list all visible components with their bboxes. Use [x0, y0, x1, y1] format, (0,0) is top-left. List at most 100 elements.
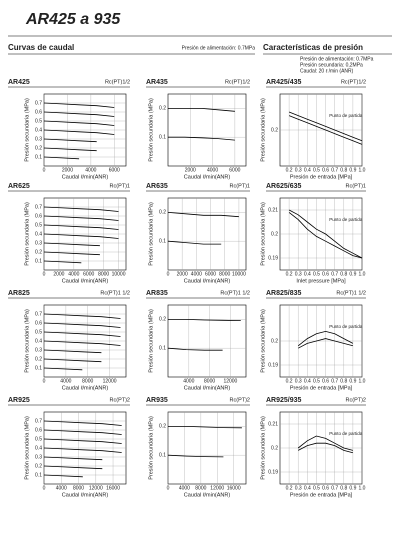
- x-tick-label: 8000: [204, 378, 215, 384]
- x-tick-label: 4000: [60, 378, 71, 384]
- curve: [43, 358, 102, 363]
- x-tick-label: 8000: [73, 485, 84, 491]
- y-tick-label: 0.21: [268, 207, 278, 213]
- x-tick-label: 2000: [53, 271, 64, 277]
- curve: [43, 206, 119, 212]
- curve: [43, 465, 103, 470]
- curve: [43, 224, 119, 230]
- y-axis-label: Presión secundaria (MPa): [148, 202, 154, 266]
- y-tick-label: 0.3: [35, 136, 42, 142]
- curve: [43, 129, 115, 135]
- curve: [43, 138, 97, 143]
- curve: [43, 251, 100, 256]
- x-tick-label: 0.2: [286, 167, 293, 173]
- x-tick-label: 6000: [83, 271, 94, 277]
- curve: [168, 136, 235, 141]
- x-tick-label: 0.9: [349, 167, 356, 173]
- y-tick-label: 0.4: [35, 127, 42, 133]
- y-tick-label: 0.1: [35, 365, 42, 371]
- port-label: Rc(PT)1 1/2: [220, 290, 250, 296]
- curve: [43, 429, 122, 435]
- pressure-note: Presión de alimentación: 0.7MPa: [300, 56, 374, 62]
- curve: [43, 367, 83, 371]
- y-tick-label: 0.3: [35, 454, 42, 460]
- x-tick-label: 16000: [106, 485, 120, 491]
- y-tick-label: 0.2: [35, 145, 42, 151]
- curve: [167, 212, 239, 218]
- x-tick-label: 0.3: [295, 271, 302, 277]
- port-label: Rc(PT)1/2: [341, 79, 366, 85]
- curve: [168, 426, 242, 429]
- y-tick-label: 0.2: [159, 210, 166, 216]
- chart-label: AR425/435: [266, 79, 302, 86]
- curve: [167, 454, 224, 458]
- curve: [43, 420, 122, 426]
- y-tick-label: 0.4: [35, 445, 42, 451]
- x-tick-label: 0.2: [286, 378, 293, 384]
- x-axis-label: Caudal ℓ/min(ANR): [184, 385, 231, 391]
- x-tick-label: 4000: [179, 485, 190, 491]
- y-tick-label: 0.2: [159, 317, 166, 323]
- curve: [298, 442, 354, 454]
- x-tick-label: 6000: [229, 167, 240, 173]
- y-tick-label: 0.2: [35, 463, 42, 469]
- x-tick-label: 0.6: [322, 167, 329, 173]
- page-title: AR425 a 935: [25, 11, 121, 28]
- x-tick-label: 0.5: [313, 485, 320, 491]
- y-tick-label: 0.6: [35, 427, 42, 433]
- y-tick-label: 0.5: [35, 222, 42, 228]
- curve: [43, 260, 82, 264]
- y-axis-label: Presión secundaria (MPa): [24, 416, 30, 480]
- port-label: Rc(PT)1/2: [105, 79, 130, 85]
- curve: [43, 447, 122, 453]
- curve: [288, 115, 363, 145]
- curve: [43, 147, 97, 152]
- curve: [43, 120, 115, 126]
- curve: [43, 322, 121, 328]
- x-tick-label: 4000: [56, 485, 67, 491]
- y-tick-label: 0.1: [159, 239, 166, 245]
- x-tick-label: 0: [43, 271, 46, 277]
- annotation: Punto de partida: [329, 431, 363, 436]
- x-tick-label: 0.5: [313, 378, 320, 384]
- annotation: Punto de partida: [329, 113, 363, 118]
- x-tick-label: 12000: [210, 485, 224, 491]
- x-tick-label: 8000: [195, 485, 206, 491]
- x-tick-label: 0.8: [340, 167, 347, 173]
- curve: [43, 313, 121, 319]
- x-tick-label: 0.6: [322, 485, 329, 491]
- y-tick-label: 0.6: [35, 213, 42, 219]
- x-tick-label: 0.3: [295, 485, 302, 491]
- y-tick-label: 0.1: [35, 472, 42, 478]
- x-tick-label: 4000: [183, 378, 194, 384]
- curve: [43, 156, 80, 160]
- x-tick-label: 0: [167, 271, 170, 277]
- x-axis-label: Caudal ℓ/min(ANR): [62, 492, 109, 498]
- y-tick-label: 0.1: [159, 453, 166, 459]
- y-tick-label: 0.7: [35, 418, 42, 424]
- x-tick-label: 12000: [223, 378, 237, 384]
- curve: [43, 111, 115, 117]
- y-tick-label: 0.2: [159, 106, 166, 112]
- curve: [297, 330, 354, 347]
- x-tick-label: 0.2: [286, 271, 293, 277]
- chart-label: AR435: [146, 79, 168, 86]
- port-label: Rc(PT)1: [230, 183, 250, 189]
- y-axis-label: Presión secundaria (MPa): [24, 202, 30, 266]
- x-tick-label: 0: [167, 485, 170, 491]
- x-tick-label: 0.9: [349, 485, 356, 491]
- y-tick-label: 0.2: [271, 127, 278, 133]
- y-tick-label: 0.6: [35, 109, 42, 115]
- x-tick-label: 0.6: [322, 271, 329, 277]
- x-tick-label: 2000: [185, 167, 196, 173]
- y-tick-label: 0.7: [35, 311, 42, 317]
- chart-label: AR625: [8, 183, 30, 190]
- y-axis-label: Presión secundaria (MPa): [148, 416, 154, 480]
- port-label: Rc(PT)1/2: [225, 79, 250, 85]
- chart-label: AR625/635: [266, 183, 302, 190]
- plot-area: [167, 304, 247, 378]
- y-tick-label: 0.3: [35, 347, 42, 353]
- y-tick-label: 0.1: [35, 258, 42, 264]
- curve: [288, 212, 363, 259]
